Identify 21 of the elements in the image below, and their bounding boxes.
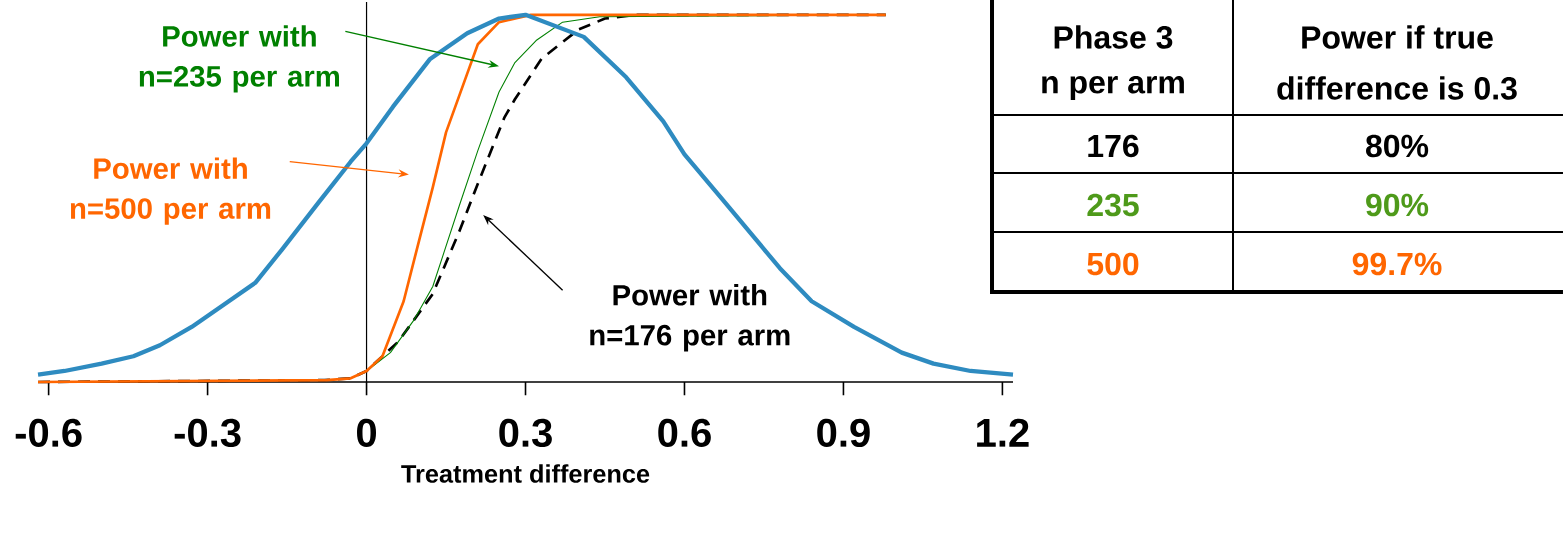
text: 235	[1087, 193, 1139, 217]
x-axis-title: Treatment difference	[401, 464, 650, 483]
text: 500	[1087, 252, 1139, 276]
text: Power with n=176 per arm	[590, 284, 790, 352]
text: 176	[1088, 134, 1139, 158]
text: 99.7%	[1352, 252, 1442, 276]
text: Power with n=235 per arm	[139, 25, 340, 93]
legend-label: Power with n=500 per arm	[70, 157, 271, 225]
x-tick-label: 0.9	[817, 418, 870, 448]
x-tick-label: 1.2	[977, 418, 1029, 447]
text: 90%	[1366, 193, 1429, 217]
text: n per arm	[1042, 76, 1184, 100]
x-tick-label: 0.3	[499, 418, 552, 448]
text: 80%	[1366, 134, 1429, 158]
x-tick-label: 0	[357, 418, 377, 448]
text: difference is 0.3	[1277, 76, 1517, 100]
x-tick-label: 0.6	[658, 418, 711, 448]
text: Power if true	[1302, 25, 1493, 49]
text: Phase 3	[1054, 25, 1173, 49]
x-tick-label: -0.6	[15, 418, 82, 448]
x-tick-label: -0.3	[174, 418, 241, 448]
